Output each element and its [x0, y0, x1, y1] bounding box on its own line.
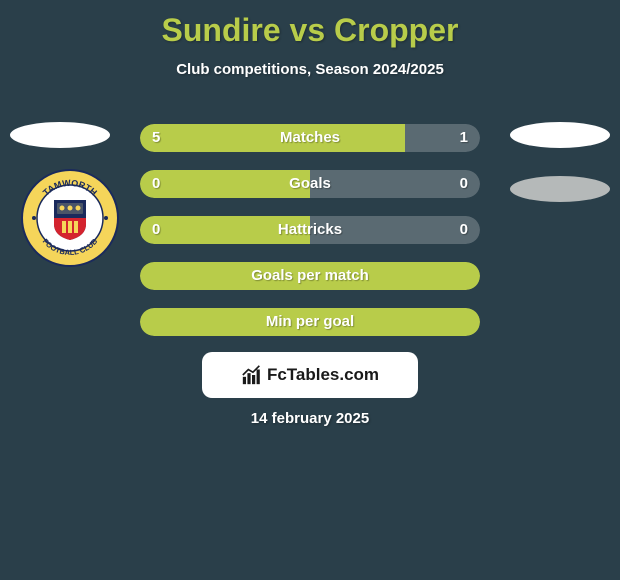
brand-box[interactable]: FcTables.com [202, 352, 418, 398]
brand-text: FcTables.com [267, 365, 379, 385]
ellipse-shadow-grey [510, 176, 610, 202]
player-left-crest [10, 122, 110, 148]
bar-label: Matches [140, 124, 480, 152]
subtitle: Club competitions, Season 2024/2025 [0, 61, 620, 78]
bar-label: Min per goal [140, 308, 480, 336]
club-badge-tamworth: TAMWORTH FOOTBALL CLUB [20, 168, 120, 268]
bar-label: Goals [140, 170, 480, 198]
bar-row: 00Hattricks [140, 216, 480, 244]
bar-row: Min per goal [140, 308, 480, 336]
brand-chart-icon [241, 364, 263, 386]
bar-row: Goals per match [140, 262, 480, 290]
comparison-bars: 51Matches 00Goals 00Hattricks Goals per mat… [140, 124, 480, 354]
player-right-crest [510, 122, 610, 202]
bar-row: 51Matches [140, 124, 480, 152]
page-title: Sundire vs Cropper [0, 0, 620, 49]
ellipse-shadow [510, 122, 610, 148]
bar-label: Goals per match [140, 262, 480, 290]
ellipse-shadow [10, 122, 110, 148]
bar-row: 00Goals [140, 170, 480, 198]
bar-label: Hattricks [140, 216, 480, 244]
date-text: 14 february 2025 [0, 410, 620, 427]
